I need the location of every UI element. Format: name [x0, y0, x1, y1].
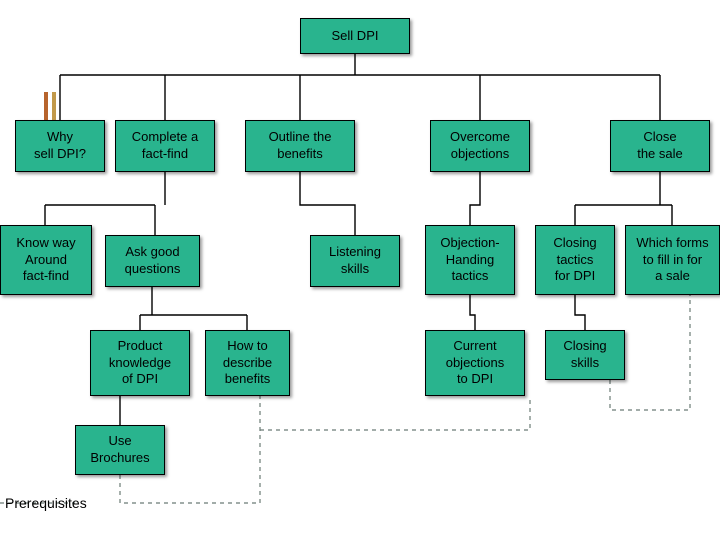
node-overcome-objections: Overcomeobjections [430, 120, 530, 172]
node-text-line: describe [223, 355, 272, 372]
prerequisites-label: Prerequisites [5, 495, 87, 511]
node-text-line: to DPI [457, 371, 493, 388]
node-text-line: a sale [655, 268, 690, 285]
node-text-line: Around [25, 252, 67, 269]
node-text-line: Why [47, 129, 73, 146]
node-closing-tactics-dpi: Closingtacticsfor DPI [535, 225, 615, 295]
node-text-line: of DPI [122, 371, 158, 388]
node-text-line: Handing [446, 252, 494, 269]
node-text-line: Outline the [269, 129, 332, 146]
node-text-line: fact-find [23, 268, 69, 285]
node-text-line: skills [341, 261, 369, 278]
node-text-line: Product [118, 338, 163, 355]
node-text-line: objections [446, 355, 505, 372]
node-text-line: skills [571, 355, 599, 372]
node-listening-skills: Listeningskills [310, 235, 400, 287]
node-product-knowledge: Productknowledgeof DPI [90, 330, 190, 396]
node-current-objections: Currentobjectionsto DPI [425, 330, 525, 396]
node-text-line: objections [451, 146, 510, 163]
node-text-line: Use [108, 433, 131, 450]
node-text-line: the sale [637, 146, 683, 163]
node-closing-skills: Closingskills [545, 330, 625, 380]
node-text-line: benefits [225, 371, 271, 388]
node-text-line: How to [227, 338, 267, 355]
node-close-the-sale: Closethe sale [610, 120, 710, 172]
node-text-line: for DPI [555, 268, 595, 285]
node-text-line: to fill in for [643, 252, 702, 269]
node-text-line: Which forms [636, 235, 708, 252]
node-text-line: Close [643, 129, 676, 146]
node-why-sell-dpi: Whysell DPI? [15, 120, 105, 172]
node-text-line: Complete a [132, 129, 198, 146]
node-text-line: Brochures [90, 450, 149, 467]
node-text-line: questions [125, 261, 181, 278]
node-how-to-describe: How todescribebenefits [205, 330, 290, 396]
node-text-line: Ask good [125, 244, 179, 261]
node-text-line: tactics [452, 268, 489, 285]
node-text-line: Sell DPI [332, 28, 379, 45]
node-text-line: tactics [557, 252, 594, 269]
node-text-line: fact-find [142, 146, 188, 163]
node-text-line: Current [453, 338, 496, 355]
node-text-line: Overcome [450, 129, 510, 146]
node-text-line: Listening [329, 244, 381, 261]
node-text-line: Closing [553, 235, 596, 252]
node-complete-fact-find: Complete afact-find [115, 120, 215, 172]
node-text-line: Closing [563, 338, 606, 355]
node-know-way-fact-find: Know wayAroundfact-find [0, 225, 92, 295]
node-sell-dpi: Sell DPI [300, 18, 410, 54]
node-ask-good-questions: Ask goodquestions [105, 235, 200, 287]
node-text-line: Objection- [440, 235, 499, 252]
node-outline-benefits: Outline thebenefits [245, 120, 355, 172]
node-text-line: Know way [16, 235, 75, 252]
node-text-line: benefits [277, 146, 323, 163]
node-objection-handling: Objection-Handingtactics [425, 225, 515, 295]
node-text-line: sell DPI? [34, 146, 86, 163]
node-text-line: knowledge [109, 355, 171, 372]
node-which-forms: Which formsto fill in fora sale [625, 225, 720, 295]
node-use-brochures: UseBrochures [75, 425, 165, 475]
